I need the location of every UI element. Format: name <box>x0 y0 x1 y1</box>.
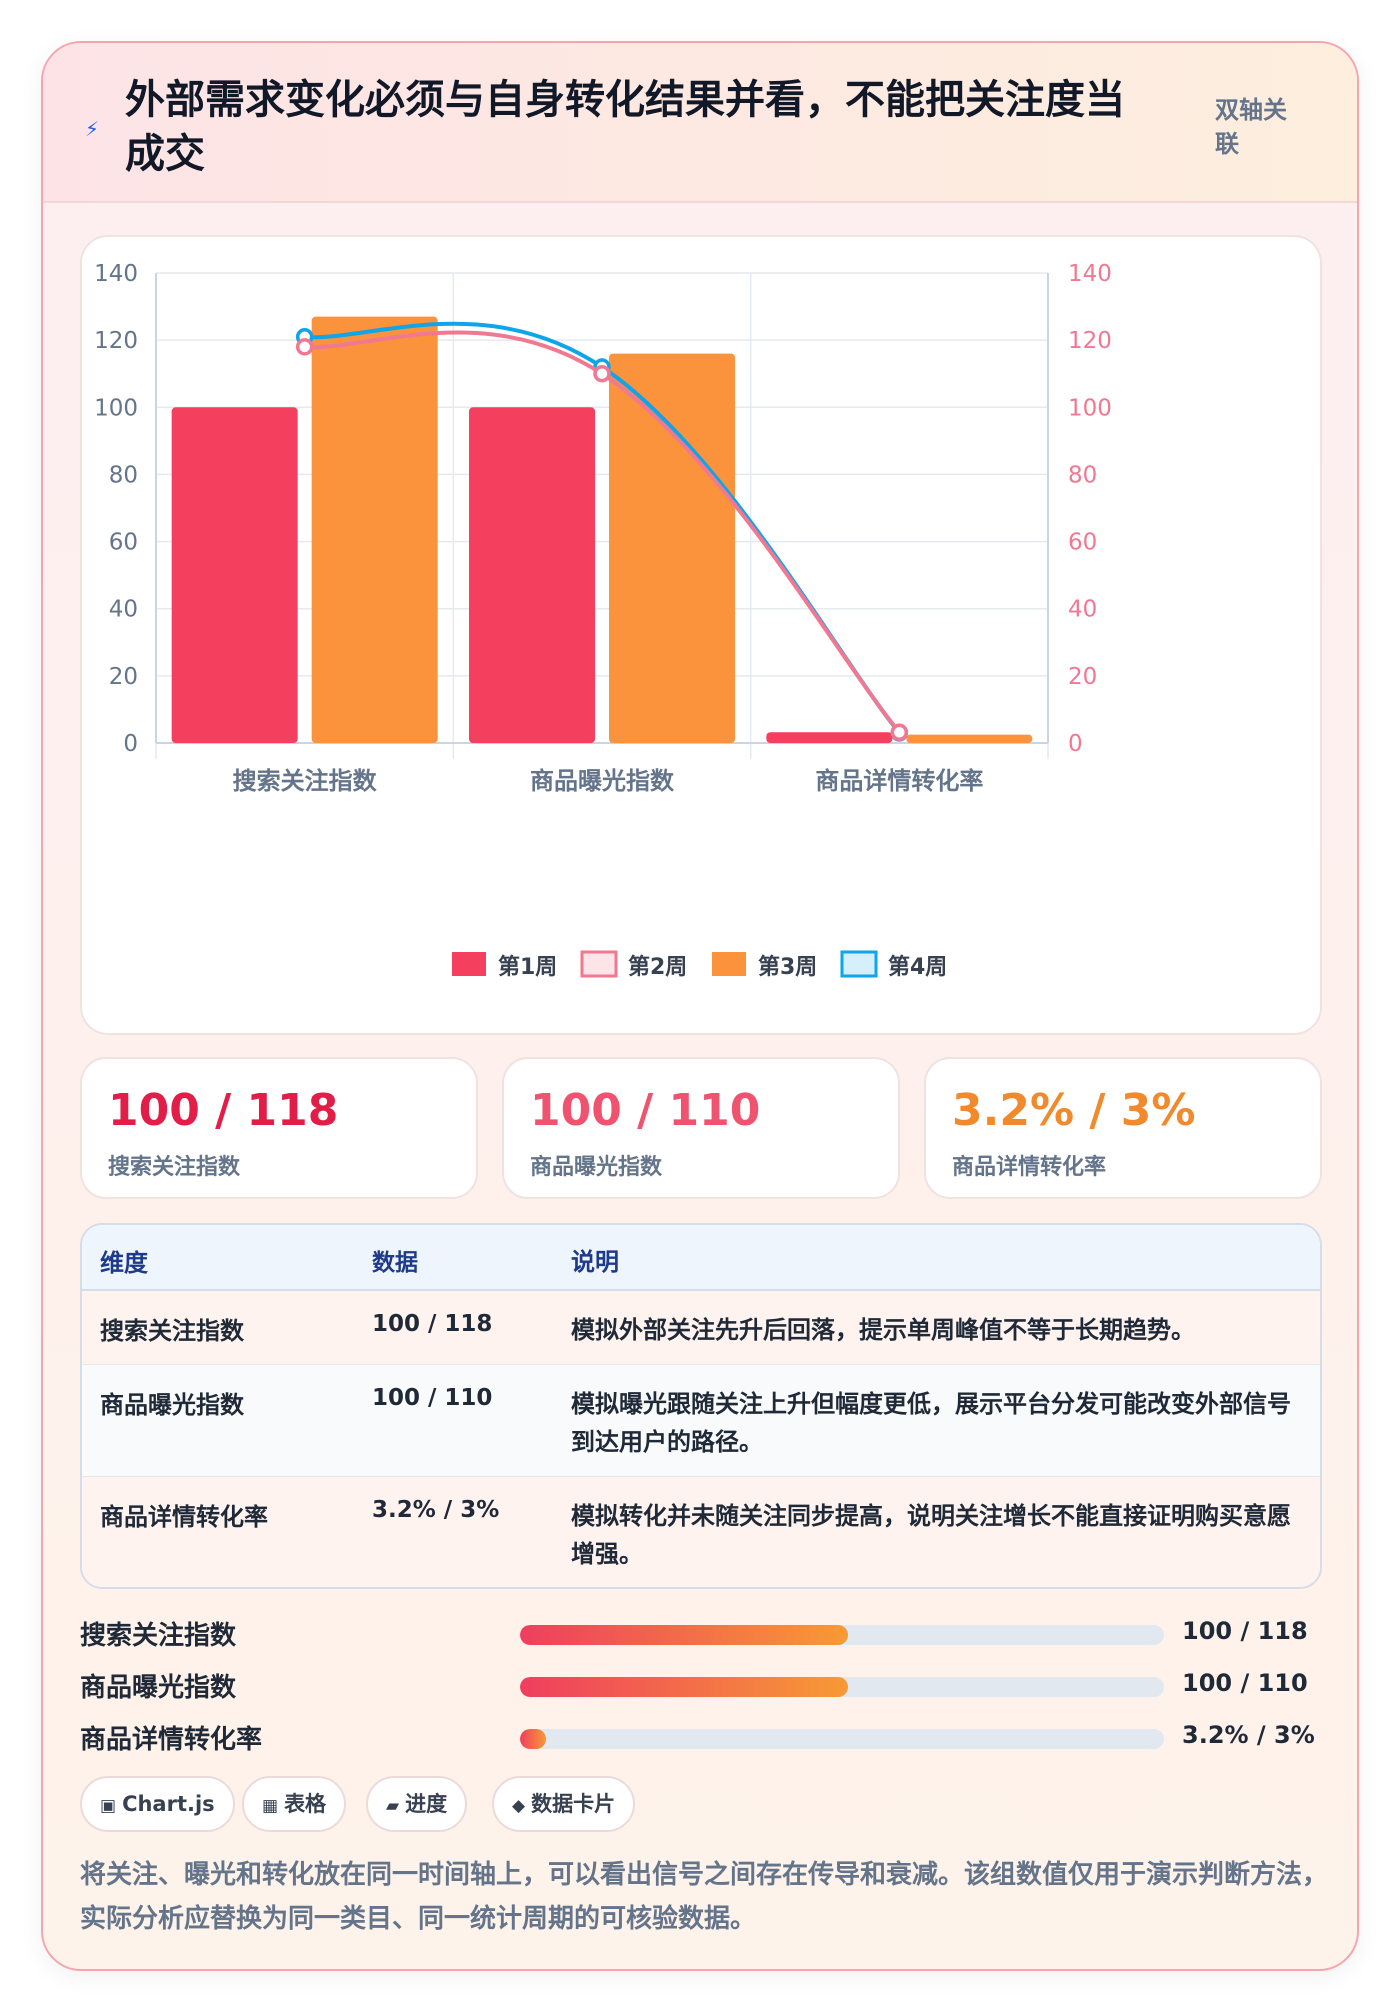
kpi-label: 搜索关注指数 <box>108 1155 241 1180</box>
legend-swatch <box>452 952 486 976</box>
line-point <box>593 364 611 383</box>
main-card: ⚡ 外部需求变化必须与自身转化结果并看，不能把关注度当成交 双轴关联 0 0 20 2… <box>41 41 1359 1971</box>
kpi-value: 3.2% / 3% <box>952 1085 1196 1136</box>
chip-label: Chart.js <box>122 1792 215 1816</box>
table-cell: 100 / 110 <box>372 1385 493 1411</box>
kpi-value: 100 / 118 <box>108 1085 339 1136</box>
kpi-card-search: 100 / 118 搜索关注指数 <box>80 1057 478 1199</box>
table-cell: 模拟外部关注先升后回落，提示单周峰值不等于长期趋势。 <box>571 1316 1195 1344</box>
y2-tick-label: 140 <box>1068 261 1112 287</box>
bar <box>766 732 893 743</box>
progress-fill <box>520 1625 849 1645</box>
table-header-cell: 维度 <box>100 1249 148 1277</box>
table-cell: 100 / 118 <box>372 1311 493 1337</box>
line-point <box>890 723 909 742</box>
legend-label: 第2周 <box>628 954 687 980</box>
progress-row: 搜索关注指数 100 / 118 <box>80 1613 1322 1653</box>
data-table: 维度 数据 说明 搜索关注指数 100 / 118 模拟外部关注先升后回落，提示… <box>80 1223 1322 1589</box>
table-cell: 模拟转化并未随关注同步提高，说明关注增长不能直接证明购买意愿增强。 <box>571 1502 1291 1568</box>
bar <box>171 407 298 743</box>
lightning-icon: ⚡ <box>85 117 100 141</box>
progress-value: 100 / 110 <box>1182 1669 1308 1697</box>
y-tick-label: 20 <box>109 664 138 690</box>
card-header: ⚡ 外部需求变化必须与自身转化结果并看，不能把关注度当成交 双轴关联 <box>43 43 1357 203</box>
x-tick-label: 搜索关注指数 <box>233 767 378 795</box>
table-cell: 商品详情转化率 <box>100 1503 268 1531</box>
y-tick-label: 60 <box>109 530 138 556</box>
dual-axis-chart[interactable]: 0 0 20 20 40 40 60 60 80 80 100 100 120 120 140 140 搜索关注… <box>82 237 1324 1037</box>
y2-tick-label: 60 <box>1068 530 1097 556</box>
bar <box>311 316 438 743</box>
progress-value: 100 / 118 <box>1182 1617 1308 1645</box>
y-tick-label: 0 <box>123 731 138 757</box>
kpi-card-exposure: 100 / 110 商品曝光指数 <box>502 1057 900 1199</box>
legend-label: 第4周 <box>888 954 947 980</box>
legend-swatch <box>712 952 746 976</box>
y-tick-label: 120 <box>94 328 138 354</box>
table-header-cell: 说明 <box>571 1248 619 1276</box>
table-header-cell: 数据 <box>372 1250 418 1276</box>
table-icon: ▦ <box>262 1796 279 1816</box>
chip-label: 数据卡片 <box>531 1792 616 1816</box>
y2-tick-label: 100 <box>1068 395 1112 421</box>
header-tag: 双轴关联 <box>1215 96 1287 158</box>
progress-track <box>520 1677 1164 1697</box>
table-header-row: 维度 数据 说明 <box>82 1225 1320 1291</box>
chip-chartjs[interactable]: ▣ Chart.js <box>80 1776 235 1832</box>
y2-tick-label: 0 <box>1068 731 1083 757</box>
table-cell: 3.2% / 3% <box>372 1497 500 1523</box>
y-tick-label: 40 <box>109 597 138 623</box>
line-point <box>295 338 314 356</box>
chip-data-card[interactable]: ◆ 数据卡片 <box>492 1776 636 1832</box>
kpi-label: 商品详情转化率 <box>952 1155 1107 1180</box>
y-tick-label: 80 <box>109 462 138 488</box>
progress-fill <box>520 1677 849 1697</box>
progress-label: 商品详情转化率 <box>80 1725 263 1755</box>
table-cell: 商品曝光指数 <box>100 1391 244 1419</box>
kpi-label: 商品曝光指数 <box>530 1155 663 1180</box>
table-cell: 模拟曝光跟随关注上升但幅度更低，展示平台分发可能改变外部信号到达用户的路径。 <box>571 1390 1291 1456</box>
bar <box>469 407 595 743</box>
series-line <box>304 330 901 734</box>
progress-icon: ▰ <box>386 1796 400 1816</box>
legend-swatch <box>580 950 618 978</box>
progress-fill <box>520 1729 546 1749</box>
progress-track <box>520 1729 1164 1749</box>
bar <box>906 734 1033 743</box>
chip-label: 表格 <box>284 1792 327 1816</box>
y2-tick-label: 120 <box>1068 328 1112 354</box>
page-title: 外部需求变化必须与自身转化结果并看，不能把关注度当成交 <box>125 77 1125 177</box>
chart-card: 0 0 20 20 40 40 60 60 80 80 100 100 120 120 140 140 搜索关注… <box>80 235 1322 1035</box>
table-row: 搜索关注指数 100 / 118 模拟外部关注先升后回落，提示单周峰值不等于长期… <box>82 1291 1320 1365</box>
legend-swatch <box>840 950 878 978</box>
x-tick-label: 商品曝光指数 <box>530 767 675 795</box>
table-row: 商品详情转化率 3.2% / 3% 模拟转化并未随关注同步提高，说明关注增长不能… <box>82 1477 1320 1587</box>
kpi-value: 100 / 110 <box>530 1085 761 1136</box>
y-tick-label: 100 <box>94 395 138 421</box>
legend-label: 第1周 <box>498 954 557 980</box>
y2-tick-label: 40 <box>1068 597 1097 623</box>
legend-label: 第3周 <box>758 954 817 980</box>
chart-icon: ▣ <box>100 1796 117 1816</box>
chip-label: 进度 <box>405 1792 448 1816</box>
progress-row: 商品详情转化率 3.2% / 3% <box>80 1717 1322 1757</box>
y-tick-label: 140 <box>94 261 138 287</box>
x-tick-label: 商品详情转化率 <box>815 767 983 795</box>
table-cell: 搜索关注指数 <box>100 1317 244 1345</box>
chip-progress[interactable]: ▰ 进度 <box>366 1776 468 1832</box>
progress-label: 搜索关注指数 <box>80 1621 237 1651</box>
kpi-card-conversion: 3.2% / 3% 商品详情转化率 <box>924 1057 1322 1199</box>
progress-value: 3.2% / 3% <box>1182 1721 1315 1749</box>
progress-label: 商品曝光指数 <box>80 1673 237 1703</box>
chip-table[interactable]: ▦ 表格 <box>242 1776 347 1832</box>
progress-row: 商品曝光指数 100 / 110 <box>80 1665 1322 1705</box>
y2-tick-label: 20 <box>1068 664 1097 690</box>
progress-track <box>520 1625 1164 1645</box>
bar <box>609 353 735 743</box>
table-row: 商品曝光指数 100 / 110 模拟曝光跟随关注上升但幅度更低，展示平台分发可… <box>82 1365 1320 1477</box>
y2-tick-label: 80 <box>1068 462 1097 488</box>
diamond-icon: ◆ <box>512 1796 526 1816</box>
footnote: 将关注、曝光和转化放在同一时间轴上，可以看出信号之间存在传导和衰减。该组数值仅用… <box>80 1860 1329 1934</box>
